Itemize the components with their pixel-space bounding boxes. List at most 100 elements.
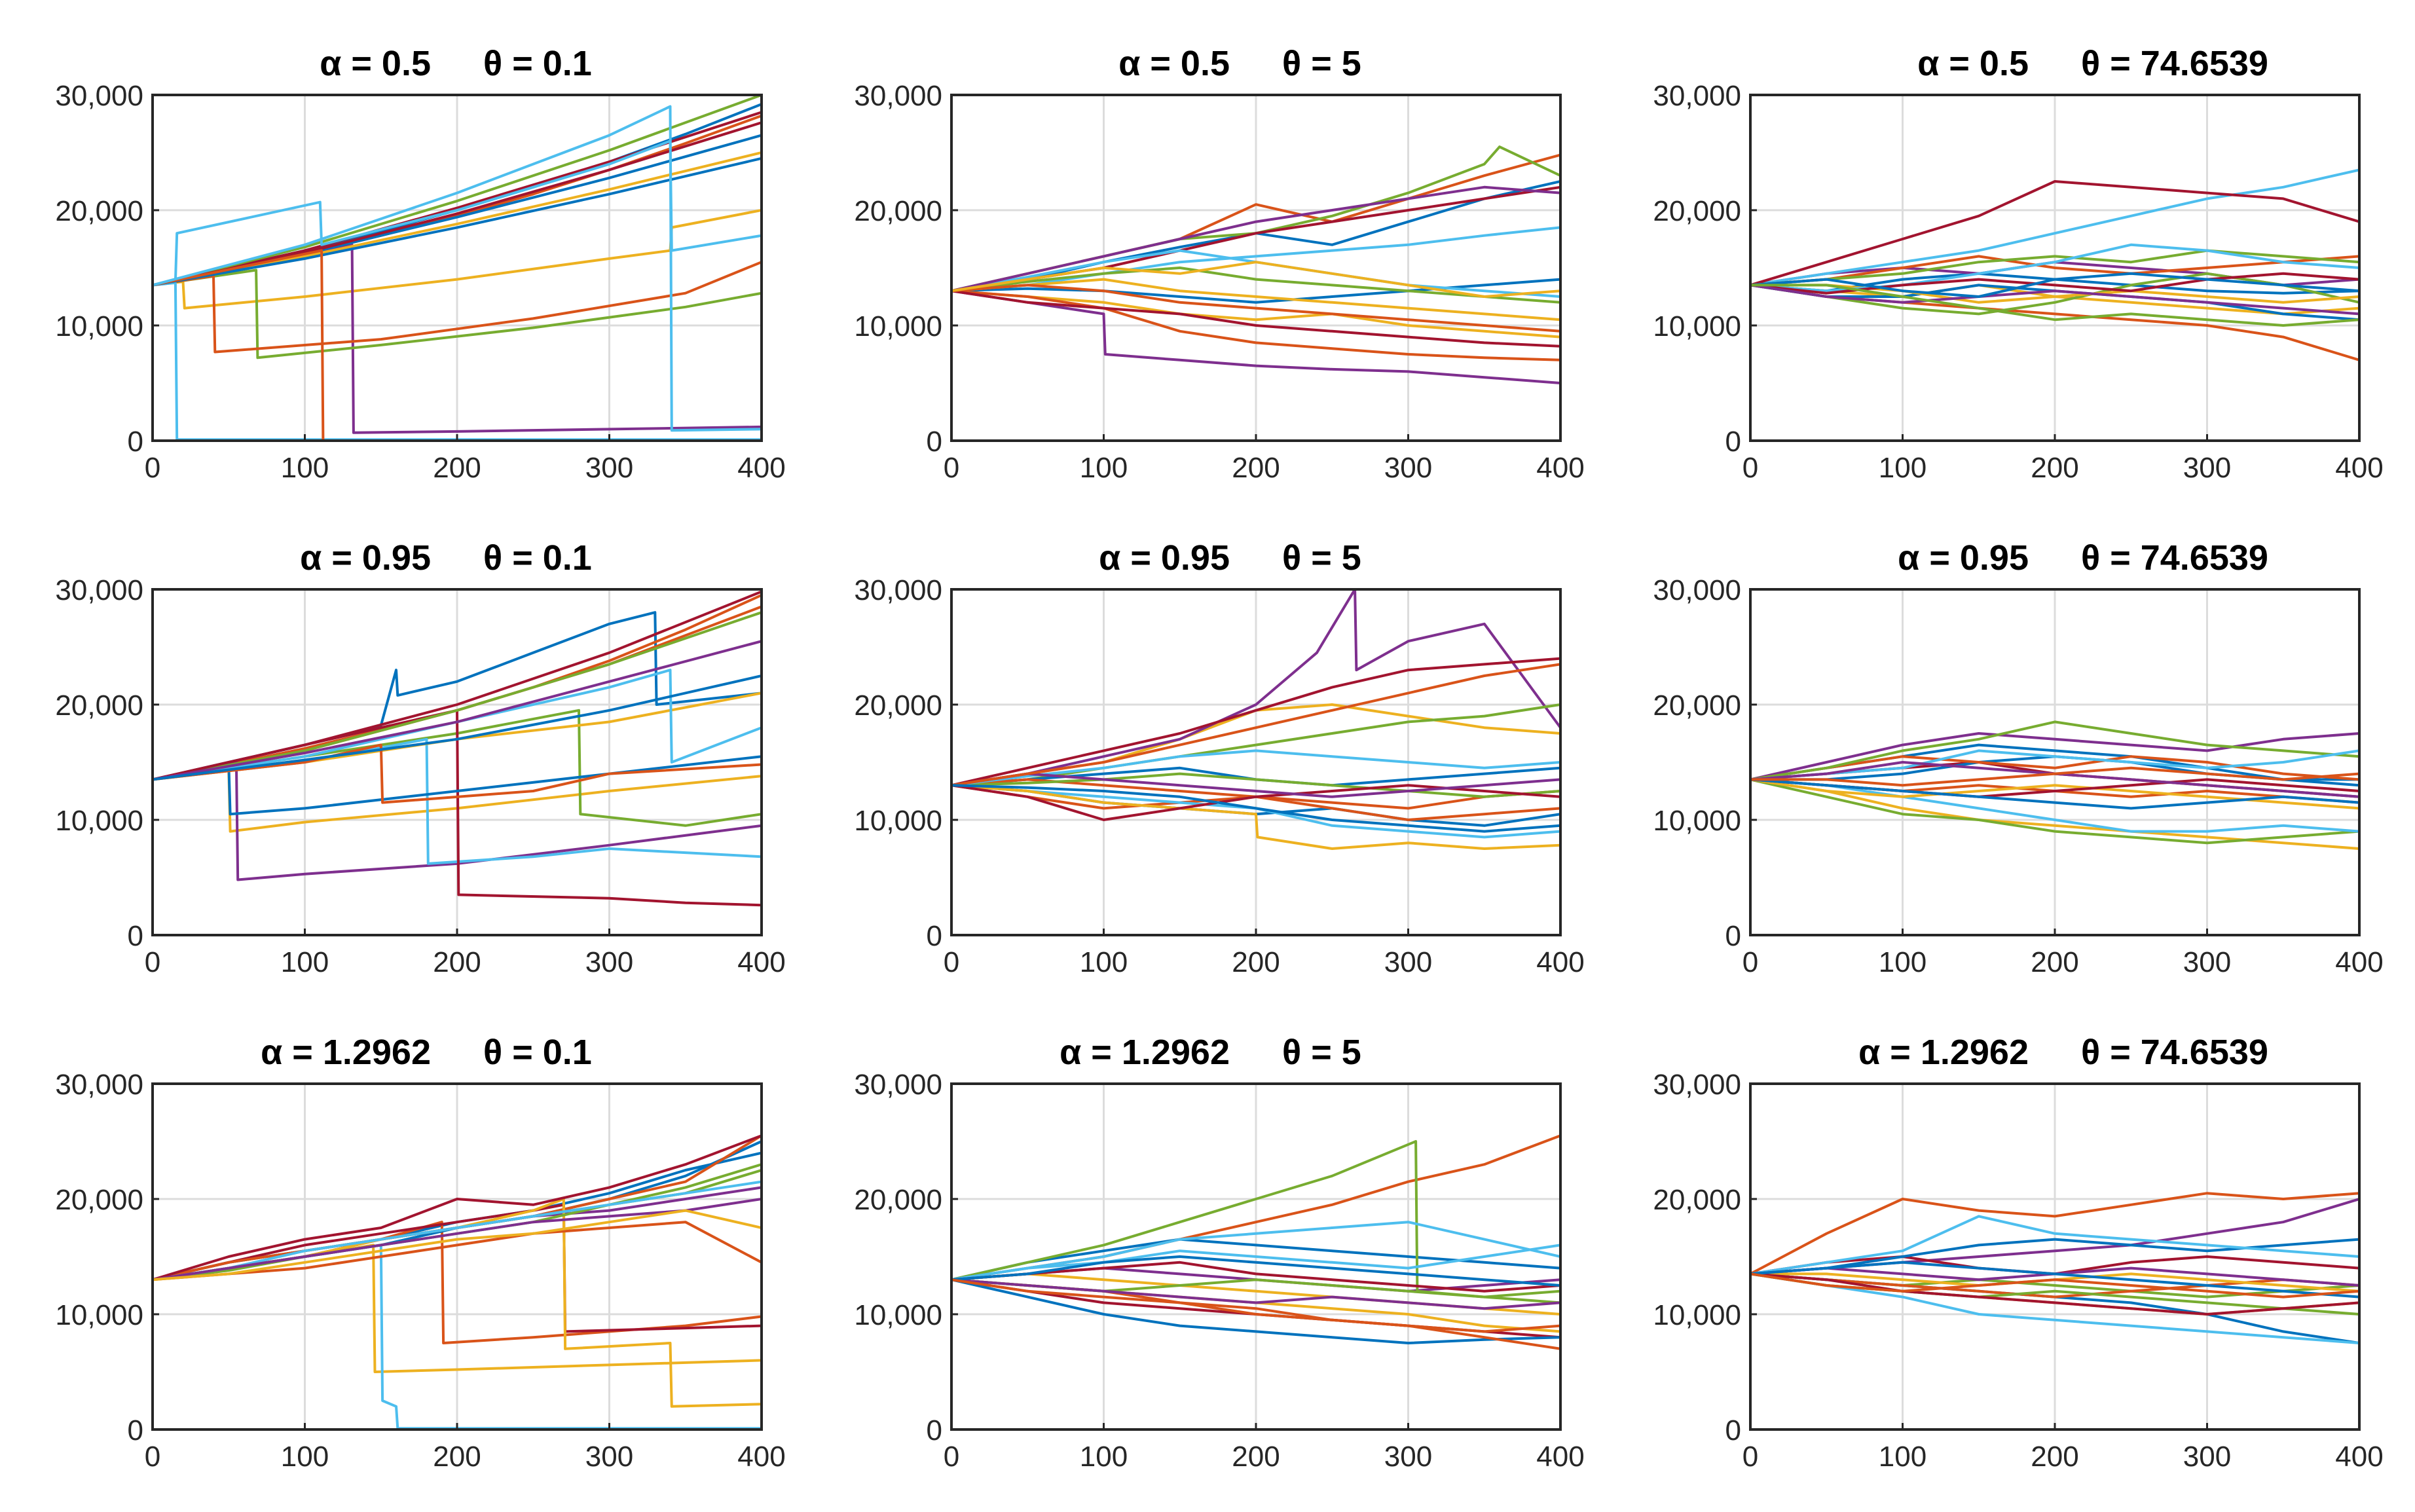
panel-title-theta: θ = 74.6539 <box>2081 538 2268 578</box>
y-tick-label: 30,000 <box>1653 80 1741 112</box>
y-tick-label: 30,000 <box>854 80 942 112</box>
y-tick-label: 30,000 <box>1653 1069 1741 1101</box>
series-line-path-16 <box>951 1278 1560 1333</box>
panel-title-alpha: α = 1.2962 <box>1060 1033 1230 1072</box>
x-tick-label: 400 <box>737 452 785 484</box>
series-line-path-15 <box>1750 1261 2359 1299</box>
x-tick-label: 0 <box>944 452 959 484</box>
y-tick-label: 20,000 <box>55 1184 143 1216</box>
x-tick-label: 200 <box>1232 452 1280 484</box>
y-tick-label: 0 <box>927 426 942 458</box>
series-line-path-14 <box>153 1198 762 1282</box>
series-line-path-9 <box>1750 1272 2359 1299</box>
panel-title-theta: θ = 74.6539 <box>2081 44 2268 83</box>
series-line-path-11 <box>951 267 1560 304</box>
series-line-path-2 <box>1750 1192 2359 1276</box>
series-line-path-13 <box>1750 272 2359 295</box>
y-tick-label: 10,000 <box>1653 805 1741 837</box>
y-tick-label: 20,000 <box>854 195 942 227</box>
x-tick-label: 200 <box>1232 1441 1280 1473</box>
x-tick-label: 0 <box>145 1441 160 1473</box>
series-line-path-13 <box>951 289 1560 348</box>
y-tick-label: 20,000 <box>854 1184 942 1216</box>
series-line-path-15 <box>951 1255 1560 1287</box>
panel-title-theta: θ = 0.1 <box>483 538 592 578</box>
x-tick-label: 0 <box>1742 452 1758 484</box>
series-line-path-13 <box>951 1261 1560 1293</box>
x-tick-label: 100 <box>1080 946 1128 978</box>
panel-title-theta: θ = 0.1 <box>483 1033 592 1072</box>
x-tick-label: 400 <box>1536 452 1584 484</box>
y-tick-label: 0 <box>927 920 942 952</box>
series-line-path-15 <box>951 284 1560 333</box>
chart-panel-5: 0 100 200 300 400 0 10,000 20,000 30,000 α = 0.95… <box>854 538 1584 978</box>
series-line-path-6 <box>1750 778 2359 833</box>
panel-title-alpha: α = 0.95 <box>1099 538 1230 578</box>
series-line-path-12 <box>1750 1215 2359 1276</box>
chart-panel-7: 0 100 200 300 400 0 10,000 20,000 30,000 α = 1.29… <box>55 1033 785 1473</box>
y-tick-label: 0 <box>1725 1414 1741 1447</box>
x-tick-label: 400 <box>1536 946 1584 978</box>
series-group <box>951 1134 1560 1350</box>
series-line-path-6 <box>951 226 1560 293</box>
series-group <box>951 145 1560 384</box>
y-tick-label: 0 <box>128 426 143 458</box>
x-tick-label: 100 <box>1080 452 1128 484</box>
series-line-path-9 <box>1750 255 2359 287</box>
y-tick-label: 20,000 <box>1653 195 1741 227</box>
x-tick-label: 200 <box>2031 1441 2078 1473</box>
x-tick-label: 300 <box>2183 946 2231 978</box>
series-line-path-14 <box>951 772 1560 798</box>
x-tick-label: 300 <box>1384 452 1432 484</box>
y-tick-label: 30,000 <box>55 574 143 606</box>
series-group <box>153 590 762 907</box>
series-line-path-11 <box>1750 720 2359 781</box>
x-tick-label: 100 <box>1879 946 1926 978</box>
y-tick-label: 20,000 <box>1653 690 1741 722</box>
chart-panel-3: 0 100 200 300 400 0 10,000 20,000 30,000 α = 0.5 θ… <box>1653 44 2383 484</box>
series-line-path-6 <box>1750 1272 2359 1344</box>
y-tick-label: 10,000 <box>1653 1299 1741 1331</box>
x-tick-label: 0 <box>145 452 160 484</box>
x-tick-label: 300 <box>2183 1441 2231 1473</box>
series-line-path-4 <box>951 289 1560 384</box>
series-line-path-6 <box>1750 168 2359 287</box>
y-tick-label: 30,000 <box>854 1069 942 1101</box>
series-group <box>1750 168 2359 361</box>
series-line-path-9 <box>951 289 1560 361</box>
x-tick-label: 100 <box>281 1441 329 1473</box>
series-line-path-11 <box>951 772 1560 798</box>
y-tick-label: 0 <box>927 1414 942 1447</box>
y-tick-label: 10,000 <box>854 310 942 342</box>
x-tick-label: 100 <box>281 452 329 484</box>
panel-title-alpha: α = 0.5 <box>320 44 431 83</box>
x-tick-label: 400 <box>2335 946 2383 978</box>
x-tick-label: 300 <box>1384 946 1432 978</box>
series-line-path-13 <box>153 590 762 781</box>
x-tick-label: 200 <box>2031 452 2078 484</box>
panel-title-theta: θ = 5 <box>1282 1033 1361 1072</box>
series-line-path-12 <box>951 749 1560 787</box>
series-line-path-12 <box>153 1180 762 1282</box>
chart-panel-4: 0 100 200 300 400 0 10,000 20,000 30,000 α = 0.95… <box>55 538 785 978</box>
y-tick-label: 10,000 <box>55 310 143 342</box>
panel-title-alpha: α = 1.2962 <box>261 1033 431 1072</box>
series-line-path-5 <box>153 268 762 360</box>
series-line-path-14 <box>153 157 762 287</box>
x-tick-label: 100 <box>281 946 329 978</box>
x-tick-label: 400 <box>2335 452 2383 484</box>
series-line-path-9 <box>153 261 762 354</box>
panel-title-theta: θ = 5 <box>1282 44 1361 83</box>
x-tick-label: 0 <box>145 946 160 978</box>
series-line-path-11 <box>1750 249 2359 287</box>
x-tick-label: 100 <box>1080 1441 1128 1473</box>
y-tick-label: 10,000 <box>854 805 942 837</box>
series-line-path-15 <box>1750 272 2359 298</box>
x-tick-label: 100 <box>1879 1441 1926 1473</box>
chart-panel-1: 0 100 200 300 400 0 10,000 20,000 30,000 α = 0.5 θ… <box>55 44 785 484</box>
series-line-path-16 <box>1750 1272 2359 1299</box>
series-line-path-5 <box>1750 272 2359 316</box>
series-line-path-16 <box>153 1209 762 1282</box>
series-line-path-4 <box>951 589 1560 787</box>
